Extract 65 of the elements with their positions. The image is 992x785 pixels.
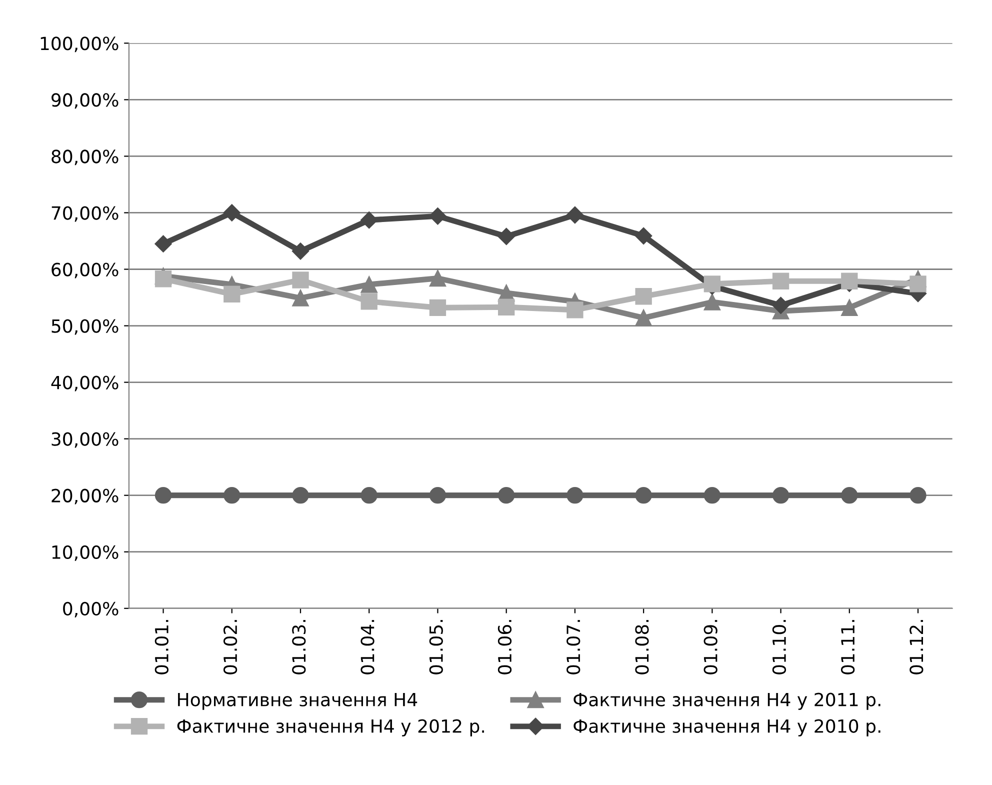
- point: [429, 208, 446, 225]
- legend-label: Фактичне значення Н4 у 2010 р.: [574, 719, 880, 736]
- point: [841, 272, 858, 290]
- point: [704, 487, 721, 504]
- point: [772, 487, 790, 504]
- legend-label: Фактичне значення Н4 у 2011 р.: [574, 692, 880, 710]
- x-tick-label: 01.03.: [292, 620, 306, 674]
- point: [498, 228, 515, 246]
- point: [224, 487, 240, 504]
- point: [224, 286, 240, 302]
- x-tick-label: 01.01.: [154, 620, 169, 674]
- x-tick-label: 01.12.: [910, 620, 924, 674]
- point: [910, 487, 926, 504]
- legend-label: Фактичне значення Н4 у 2012 р.: [177, 719, 484, 736]
- point: [292, 487, 309, 504]
- y-tick-label: 60,00%: [52, 262, 118, 278]
- point: [566, 206, 584, 224]
- y-tick-label: 40,00%: [51, 376, 118, 392]
- point: [704, 294, 721, 310]
- point: [360, 487, 378, 504]
- point: [566, 487, 584, 504]
- y-tick-label: 80,00%: [52, 150, 118, 166]
- x-tick-label: 01.05.: [429, 620, 443, 674]
- point: [223, 204, 240, 222]
- point: [498, 487, 515, 504]
- x-tick-label: 01.02.: [223, 620, 238, 674]
- point: [429, 487, 446, 504]
- point: [154, 270, 172, 288]
- point: [498, 298, 515, 316]
- point: [635, 288, 652, 305]
- x-tick-label: 01.10.: [772, 620, 786, 674]
- point: [154, 487, 172, 504]
- point: [292, 242, 310, 260]
- x-tick-label: 01.11.: [840, 620, 855, 674]
- point: [360, 293, 378, 310]
- y-tick-label: 30,00%: [52, 432, 118, 448]
- point: [704, 276, 721, 292]
- point: [292, 290, 309, 306]
- x-tick-label: 01.04.: [360, 620, 374, 674]
- point: [566, 302, 584, 318]
- point: [429, 299, 446, 316]
- x-tick-label: 01.09.: [704, 620, 718, 674]
- y-tick-label: 100,00%: [40, 36, 118, 52]
- y-tick-label: 20,00%: [52, 488, 118, 504]
- x-tick-label: 01.07.: [566, 620, 580, 674]
- point: [154, 235, 172, 252]
- point: [635, 310, 652, 326]
- legend-label: Нормативне значення Н4: [178, 693, 418, 710]
- point: [772, 296, 790, 314]
- y-tick-label: 10,00%: [52, 545, 118, 561]
- x-tick-label: 01.06.: [498, 620, 512, 674]
- y-tick-label: 50,00%: [52, 319, 118, 335]
- point: [841, 299, 858, 316]
- point: [635, 227, 652, 244]
- y-tick-label: 70,00%: [52, 206, 118, 222]
- y-tick-label: 90,00%: [52, 93, 118, 109]
- point: [635, 487, 652, 504]
- point: [292, 272, 309, 288]
- point: [429, 270, 446, 287]
- point: [910, 276, 926, 292]
- x-tick-label: 01.08.: [635, 620, 649, 674]
- y-tick-label: 0,00%: [63, 602, 118, 618]
- point: [360, 276, 378, 293]
- point: [841, 487, 858, 504]
- point: [772, 272, 790, 290]
